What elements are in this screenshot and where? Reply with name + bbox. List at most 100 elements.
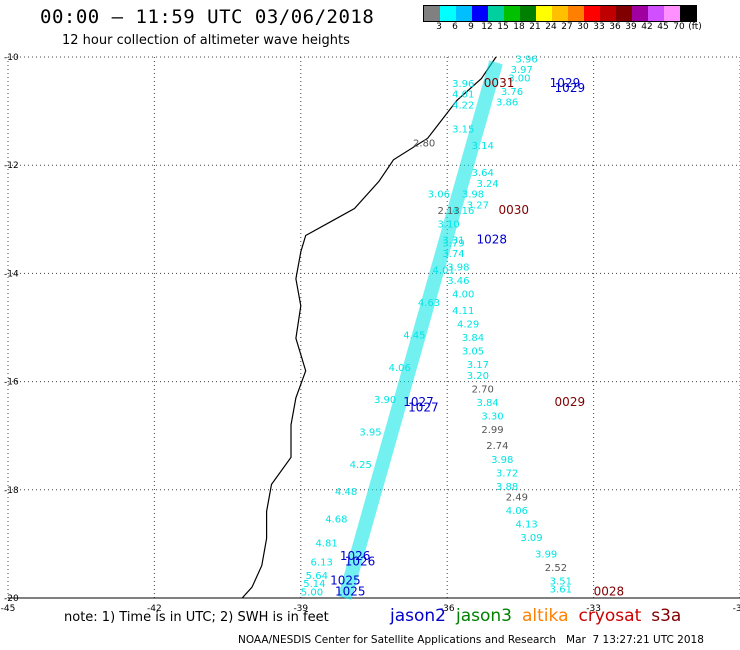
pass-time-label: 0030 xyxy=(498,203,529,217)
pass-time-label: 1027 xyxy=(403,395,434,409)
wave-height-value: 2.80 xyxy=(413,138,435,149)
satellite-name: s3a xyxy=(651,606,682,626)
satellite-legend: jason2 jason3 altika cryosat s3a xyxy=(390,606,681,626)
wave-height-value: 3.46 xyxy=(447,276,469,287)
wave-height-value: 3.76 xyxy=(501,87,523,98)
color-swatch xyxy=(648,6,664,21)
pass-time-label: 0028 xyxy=(594,584,625,598)
wave-height-value: 3.15 xyxy=(452,125,474,136)
pass-time-label: 1029 xyxy=(555,81,586,95)
color-scale-label: 42 xyxy=(641,22,653,32)
coastline-path xyxy=(241,56,497,599)
wave-height-value: 3.96 xyxy=(452,79,474,90)
lon-tick-label: -42 xyxy=(147,604,162,614)
wave-height-value: 6.13 xyxy=(311,558,333,569)
lat-tick-label: -16 xyxy=(4,378,19,388)
wave-height-value: 4.16 xyxy=(452,206,474,217)
lon-tick-label: -36 xyxy=(440,604,455,614)
wave-height-value: 3.00 xyxy=(508,73,530,84)
wave-height-value: 2.49 xyxy=(506,493,528,504)
wave-height-value: 3.61 xyxy=(550,585,572,596)
wave-height-value: 4.06 xyxy=(389,363,411,374)
map-title: 00:00 – 11:59 UTC 03/06/2018 xyxy=(40,6,375,28)
wave-height-value: 3.24 xyxy=(476,179,498,190)
color-scale-label: 12 xyxy=(481,22,493,32)
pass-time-label: 1025 xyxy=(330,573,361,587)
color-swatch xyxy=(536,6,552,21)
lon-tick-label: -33 xyxy=(586,604,601,614)
wave-height-value: 2.74 xyxy=(486,441,508,452)
pass-time-label: 0031 xyxy=(484,76,515,90)
wave-height-value: 3.84 xyxy=(476,398,498,409)
satellite-name: altika xyxy=(522,606,569,626)
map-subtitle: 12 hour collection of altimeter wave hei… xyxy=(62,33,350,48)
wave-height-value: 3.72 xyxy=(496,468,518,479)
lon-tick-label: -30 xyxy=(733,604,740,614)
color-swatch xyxy=(504,6,520,21)
pass-time-label: 1026 xyxy=(345,555,376,569)
color-swatch xyxy=(488,6,504,21)
pass-time-label: 1029 xyxy=(550,76,581,90)
color-scale-label: 27 xyxy=(561,22,573,32)
color-scale-label: 3 xyxy=(436,22,442,32)
wave-height-value: 5.00 xyxy=(301,587,323,598)
credit-line: NOAA/NESDIS Center for Satellite Applica… xyxy=(238,634,704,646)
wave-height-value: 3.98 xyxy=(462,190,484,201)
wave-height-value: 3.90 xyxy=(374,395,396,406)
satellite-name: jason2 xyxy=(390,606,446,626)
wave-height-value: 5.64 xyxy=(306,571,328,582)
wave-height-value: 3.27 xyxy=(467,200,489,211)
lon-tick-label: -39 xyxy=(293,604,308,614)
lat-tick-label: -20 xyxy=(4,594,19,604)
color-scale-label: 39 xyxy=(625,22,637,32)
color-scale-labels: 3 6 9 12 15 18 21 24 27 30 33 36 39 42 45 70 (ft) xyxy=(423,22,740,34)
lat-tick-label: -18 xyxy=(4,486,19,496)
color-swatch xyxy=(520,6,536,21)
color-swatch xyxy=(440,6,456,21)
color-scale-label: 36 xyxy=(609,22,621,32)
color-swatch xyxy=(472,6,488,21)
color-scale-label: (ft) xyxy=(688,22,702,32)
wave-height-value: 3.98 xyxy=(447,263,469,274)
wave-height-value: 3.10 xyxy=(437,219,459,230)
lat-tick-label: -12 xyxy=(4,161,19,171)
color-scale-label: 9 xyxy=(468,22,474,32)
pass-time-label: 1028 xyxy=(476,233,507,247)
pass-time-label: 1027 xyxy=(408,400,439,414)
color-swatch xyxy=(664,6,680,21)
color-swatch xyxy=(680,6,696,21)
wave-height-labels: 5.005.145.64 6.13 4.81 4.68 4.48 4.25 3.95 3.90… xyxy=(301,54,572,598)
wave-height-value: 3.96 xyxy=(516,54,538,65)
wave-height-value: 2.52 xyxy=(545,563,567,574)
wave-height-value: 3.64 xyxy=(472,168,494,179)
wave-height-value: 4.01 xyxy=(433,265,455,276)
wave-height-value: 3.31 xyxy=(442,236,464,247)
color-scale-label: 21 xyxy=(529,22,541,32)
wave-height-value: 3.30 xyxy=(481,411,503,422)
color-swatch xyxy=(616,6,632,21)
wave-height-value: 4.63 xyxy=(418,298,440,309)
color-swatch xyxy=(600,6,616,21)
wave-height-value: 4.29 xyxy=(457,320,479,331)
color-scale-label: 45 xyxy=(657,22,669,32)
color-swatch xyxy=(584,6,600,21)
wave-height-value: 4.06 xyxy=(506,506,528,517)
units-note: note: 1) Time is in UTC; 2) SWH is in fe… xyxy=(64,610,329,625)
wave-height-value: 4.25 xyxy=(350,460,372,471)
coastline xyxy=(241,56,497,599)
axis-tick-labels: -45 -42 -39 -36 -33 -30 -10 -12 -14 -16 -18 -20 xyxy=(1,53,740,614)
wave-height-value: 3.95 xyxy=(359,428,381,439)
wave-height-value: 3.99 xyxy=(535,549,557,560)
color-scale-bar xyxy=(423,5,697,22)
color-swatch xyxy=(424,6,440,21)
wave-height-value: 4.11 xyxy=(452,306,474,317)
color-scale-label: 70 xyxy=(673,22,685,32)
satellite-name: cryosat xyxy=(578,606,642,626)
color-scale-label: 33 xyxy=(593,22,605,32)
wave-height-value: 4.00 xyxy=(452,290,474,301)
wave-height-value: 3.86 xyxy=(496,98,518,109)
pass-time-label: 1026 xyxy=(340,549,371,563)
lat-tick-label: -14 xyxy=(4,269,19,279)
wave-height-value: 3.05 xyxy=(462,347,484,358)
